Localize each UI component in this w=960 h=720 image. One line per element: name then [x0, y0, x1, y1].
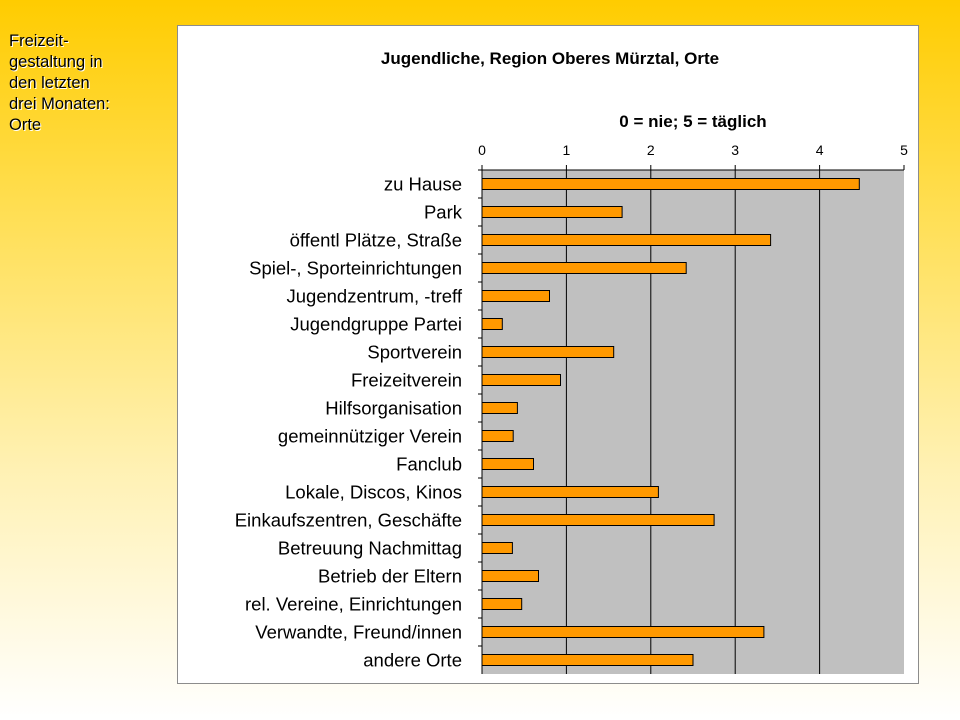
bar: [481, 570, 539, 582]
chart-container: Jugendliche, Region Oberes Mürztal, Orte…: [177, 25, 919, 684]
x-tick-label: 5: [900, 142, 908, 158]
plot-area: [482, 170, 904, 674]
side-title-line: den letzten: [9, 74, 90, 92]
bar: [481, 290, 550, 302]
category-label: Betrieb der Eltern: [318, 566, 462, 587]
category-label: Betreuung Nachmittag: [278, 538, 462, 559]
category-label: Hilfsorganisation: [325, 398, 462, 419]
x-tick-label: 0: [478, 142, 486, 158]
category-label: Jugendgruppe Partei: [290, 314, 462, 335]
x-tick-label: 4: [816, 142, 824, 158]
category-label: Freizeitverein: [351, 370, 462, 391]
category-label: andere Orte: [363, 650, 462, 671]
side-title-line: Freizeit-: [9, 32, 69, 50]
x-tick-label: 1: [563, 142, 571, 158]
bar: [481, 374, 561, 386]
category-label: gemeinnütziger Verein: [278, 426, 462, 447]
bar-chart: Jugendliche, Region Oberes Mürztal, Orte…: [235, 49, 908, 674]
side-title-line: gestaltung in: [9, 53, 103, 71]
category-label: zu Hause: [384, 174, 462, 195]
category-label: Spiel-, Sporteinrichtungen: [249, 258, 462, 279]
bar: [481, 598, 523, 610]
bar: [481, 542, 513, 554]
x-tick-label: 2: [647, 142, 655, 158]
bar: [481, 318, 503, 330]
category-label: Verwandte, Freund/innen: [255, 622, 462, 643]
category-label: Sportverein: [367, 342, 462, 363]
chart-subtitle: 0 = nie; 5 = täglich: [619, 112, 766, 131]
bar: [481, 178, 860, 190]
category-label: Lokale, Discos, Kinos: [285, 482, 462, 503]
bar: [481, 346, 615, 358]
category-label: Einkaufszentren, Geschäfte: [235, 510, 462, 531]
bar: [481, 206, 623, 218]
category-label: Park: [424, 202, 463, 223]
bar: [481, 234, 772, 246]
side-title: Freizeit- gestaltung in den letzten drei…: [9, 31, 159, 136]
bar: [481, 458, 534, 470]
bar: [481, 486, 659, 498]
side-title-line: Orte: [9, 116, 42, 134]
bar: [481, 402, 518, 414]
bar: [481, 654, 694, 666]
bar: [481, 430, 514, 442]
category-label: öffentl Plätze, Straße: [290, 230, 462, 251]
bar: [481, 262, 687, 274]
bar: [481, 626, 765, 638]
side-title-line: drei Monaten:: [9, 95, 110, 113]
bar: [481, 514, 715, 526]
category-label: Fanclub: [396, 454, 462, 475]
x-tick-label: 3: [731, 142, 739, 158]
category-label: rel. Vereine, Einrichtungen: [245, 594, 462, 615]
chart-title: Jugendliche, Region Oberes Mürztal, Orte: [381, 49, 719, 68]
category-label: Jugendzentrum, -treff: [287, 286, 463, 307]
